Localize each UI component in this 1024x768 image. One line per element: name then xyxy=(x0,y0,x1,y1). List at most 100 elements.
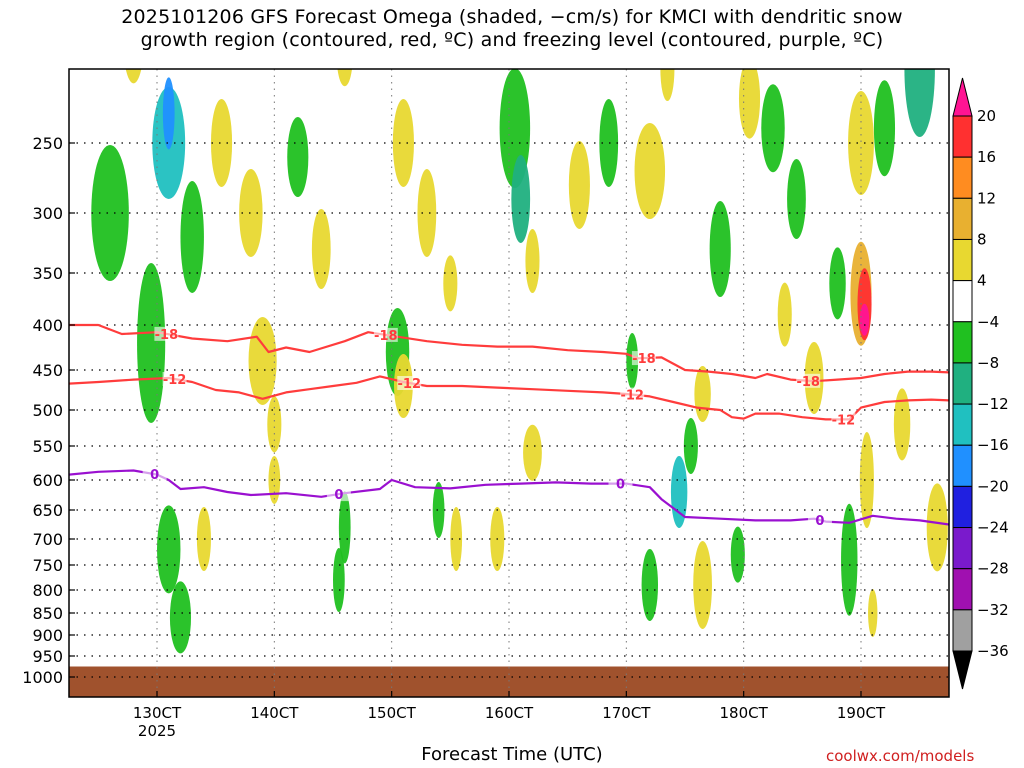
omega-shade-cell xyxy=(248,317,277,405)
y-tick-label: 750 xyxy=(32,556,63,575)
title-line-2: growth region (contoured, red, ºC) and f… xyxy=(140,29,884,51)
omega-shade-cell xyxy=(239,169,263,257)
x-tick-label: 140CT xyxy=(250,704,299,722)
colorbar-bin xyxy=(952,362,973,405)
colorbar-label: −8 xyxy=(977,354,999,372)
omega-shade-cell xyxy=(157,505,181,594)
contour-label: -12 xyxy=(832,413,856,428)
contour-label: -18 xyxy=(155,328,179,343)
contour-label: -12 xyxy=(163,373,187,388)
colorbar-label: 12 xyxy=(977,189,996,207)
colorbar-bin xyxy=(952,280,973,323)
y-tick-label: 600 xyxy=(32,471,63,490)
y-tick-label: 300 xyxy=(32,204,63,223)
omega-shade-cell xyxy=(848,91,874,195)
colorbar-bin xyxy=(952,609,973,652)
contour-label: -12 xyxy=(620,389,644,404)
x-tick-label: 190CT xyxy=(837,704,886,722)
contour-label: 0 xyxy=(150,468,159,483)
colorbar-bin xyxy=(952,568,973,611)
omega-shade-cell xyxy=(738,69,761,139)
omega-shade-cell xyxy=(392,99,414,187)
contour-label: -18 xyxy=(796,375,820,390)
omega-shade-cell xyxy=(859,303,870,336)
y-tick-label: 450 xyxy=(32,361,63,380)
contour-label-bg xyxy=(831,412,856,427)
x-tick-label: 160CT xyxy=(485,704,534,722)
omega-shade-cell xyxy=(169,581,192,654)
colorbar-label: −20 xyxy=(977,477,1009,495)
y-tick-label: 550 xyxy=(32,437,63,456)
grid-lines xyxy=(69,69,949,697)
contour-label: -18 xyxy=(374,329,398,344)
chart-title: 2025101206 GFS Forecast Omega (shaded, −… xyxy=(0,6,1024,52)
y-tick-label: 400 xyxy=(32,316,63,335)
colorbar-label: −36 xyxy=(977,642,1009,660)
omega-shade-cell xyxy=(683,418,698,474)
colorbar-bin xyxy=(952,238,973,282)
y-tick-label: 900 xyxy=(32,626,63,645)
contour-label-bg xyxy=(142,467,167,482)
y-tick-label: 800 xyxy=(32,581,63,600)
title-line-1: 2025101206 GFS Forecast Omega (shaded, −… xyxy=(121,6,903,28)
y-tick-label: 500 xyxy=(32,401,63,420)
x-tick-label: 150CT xyxy=(368,704,417,722)
contour-label-bg xyxy=(608,476,633,491)
colorbar-bin xyxy=(952,321,973,364)
y-tick-label: 700 xyxy=(32,530,63,549)
omega-shade-cell xyxy=(730,526,745,583)
colorbar-label: −4 xyxy=(977,313,999,331)
x-tick-label: 180CT xyxy=(720,704,769,722)
omega-shade-cell xyxy=(694,366,711,422)
contour-label: 0 xyxy=(815,514,824,529)
colorbar-bin xyxy=(952,197,973,240)
omega-shade-cell xyxy=(91,145,129,281)
omega-shade-cell xyxy=(125,69,142,84)
omega-shade-cell xyxy=(795,0,809,57)
omega-shade-cell xyxy=(180,181,204,293)
y-tick-label: 650 xyxy=(32,501,63,520)
x-tick-label: 170CT xyxy=(602,704,651,722)
omega-shade-cell xyxy=(267,396,282,453)
omega-shade-cell xyxy=(693,541,712,629)
colorbar-label: 4 xyxy=(977,272,987,290)
omega-shade-cell xyxy=(162,77,175,150)
omega-shade-cell xyxy=(660,69,675,101)
contour-line xyxy=(69,375,949,421)
y-tick-label: 350 xyxy=(32,264,63,283)
omega-shade-cell xyxy=(210,99,233,187)
contour-label-bg xyxy=(162,372,187,386)
colorbar-label: −32 xyxy=(977,601,1009,619)
omega-shade-cell xyxy=(417,169,437,257)
omega-shade-cell xyxy=(777,282,792,347)
contour-label: 0 xyxy=(334,488,343,503)
omega-shade-cell xyxy=(641,549,659,621)
y-tick-label: 250 xyxy=(32,134,63,153)
omega-shade-cell xyxy=(926,483,948,572)
contour-label-bg xyxy=(796,373,821,388)
omega-shade-cell xyxy=(893,388,911,461)
omega-shade-cell xyxy=(443,255,458,312)
x-tick-sublabel: 2025 xyxy=(138,722,176,740)
colorbar-bin xyxy=(952,527,973,570)
contour-label-bg xyxy=(397,376,422,390)
omega-shade-cell xyxy=(568,141,590,229)
contour-lines: -18 -18 -18 -18 -12 -12 -12 -12 0 0 0 0 xyxy=(69,323,949,529)
omega-shade-cell xyxy=(918,0,932,61)
omega-shade-cell xyxy=(904,69,935,137)
colorbar-label: 16 xyxy=(977,148,996,166)
contour-line xyxy=(69,323,949,383)
colorbar-bin xyxy=(952,650,973,690)
omega-shading xyxy=(80,0,948,654)
y-tick-label: 950 xyxy=(32,647,63,666)
colorbar-label: −28 xyxy=(977,560,1009,578)
omega-shade-cell xyxy=(80,0,94,57)
omega-shade-cell xyxy=(859,432,874,528)
colorbar-label: 8 xyxy=(977,230,987,248)
colorbar-label: −16 xyxy=(977,436,1009,454)
omega-shade-cell xyxy=(525,229,540,293)
omega-shade-cell xyxy=(287,117,309,197)
omega-shade-cell xyxy=(709,201,731,297)
omega-shade-cell xyxy=(829,247,846,320)
omega-shade-cell xyxy=(311,209,331,289)
